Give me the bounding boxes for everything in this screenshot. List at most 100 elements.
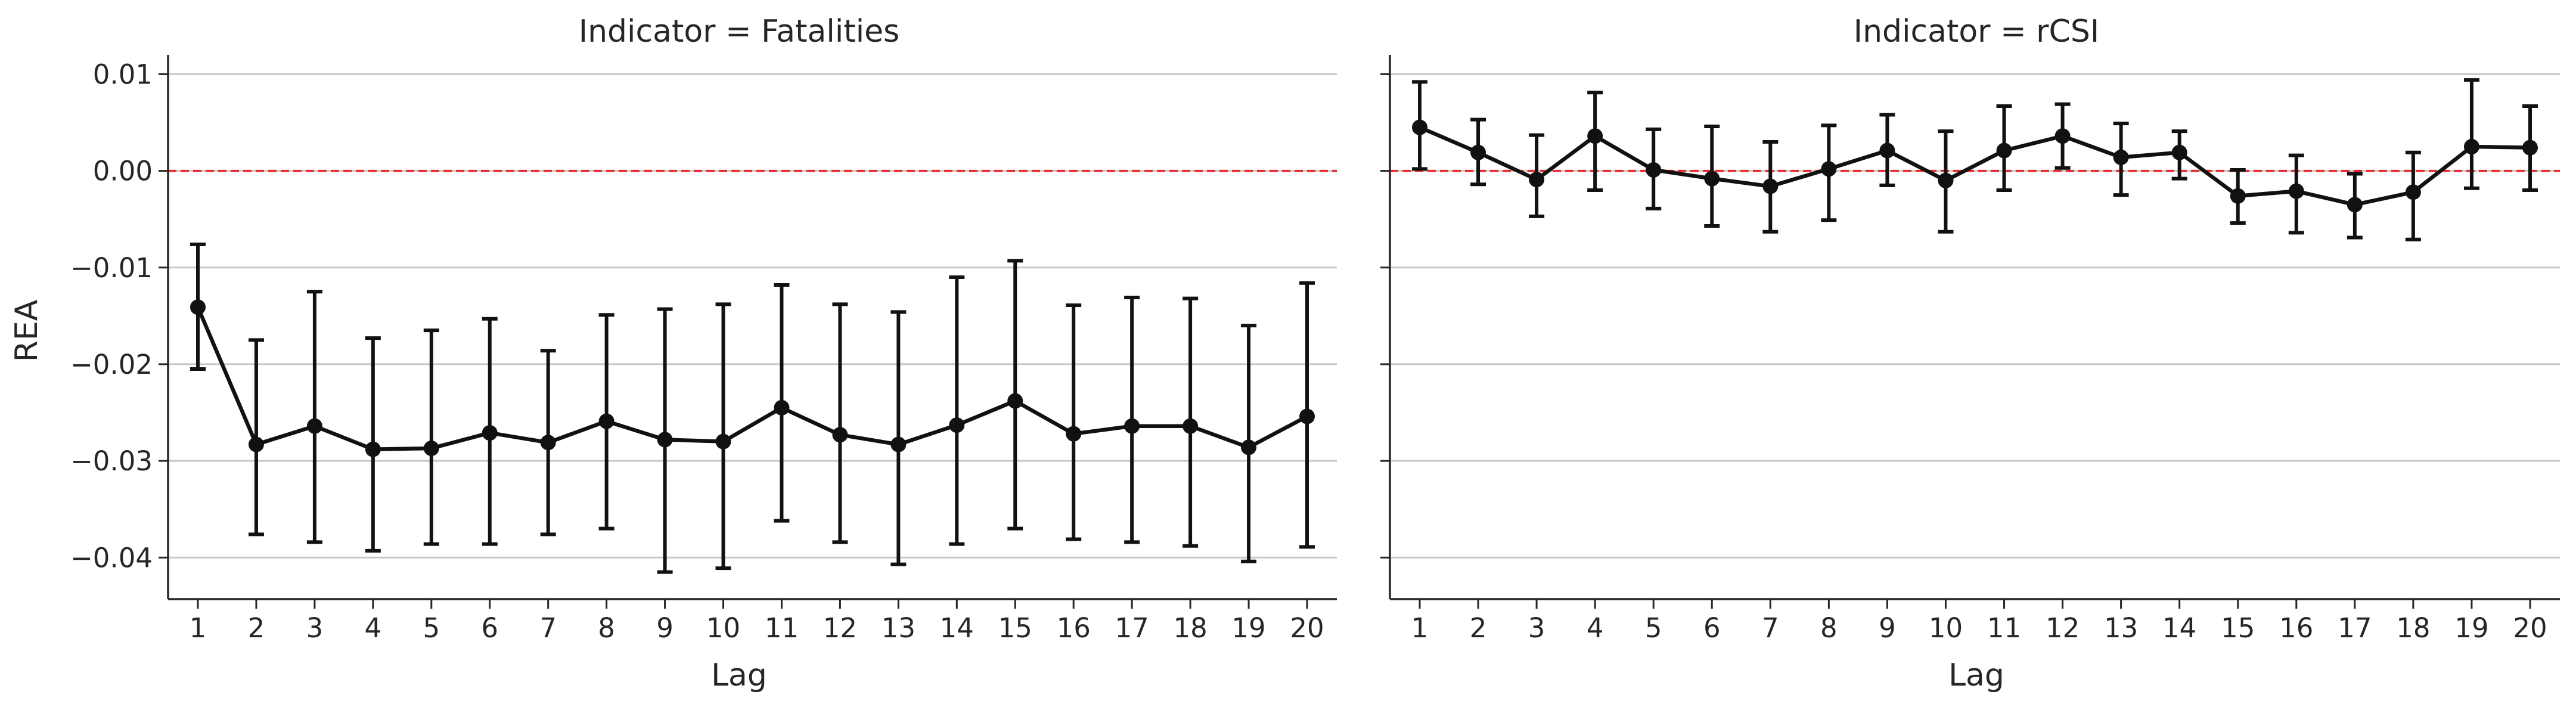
data-point xyxy=(1007,393,1023,409)
x-tick-label: 5 xyxy=(1645,612,1662,644)
x-tick-label: 15 xyxy=(2221,612,2255,644)
y-tick-label: −0.01 xyxy=(70,252,153,284)
data-point xyxy=(657,432,673,448)
data-point xyxy=(482,425,498,441)
data-point xyxy=(1996,142,2012,159)
panel-title-fatalities: Indicator = Fatalities xyxy=(579,14,899,49)
panel-rcsi: Indicator = rCSI Lag 1 2 3 4 5 6 7 8 9 10 11 12 13 14… xyxy=(1380,14,2560,693)
x-tick-label: 4 xyxy=(1587,612,1604,644)
data-point xyxy=(306,418,322,434)
x-tick-label: 20 xyxy=(1290,612,1324,644)
x-tick-label: 6 xyxy=(481,612,498,644)
data-point xyxy=(1646,162,1662,178)
data-point xyxy=(1704,170,1720,187)
y-tick-label: 0.00 xyxy=(93,156,153,187)
x-tick-label: 17 xyxy=(2338,612,2372,644)
x-tick-label: 9 xyxy=(1879,612,1896,644)
data-point xyxy=(248,436,264,452)
error-bar xyxy=(1066,303,1082,541)
x-tick-label: 19 xyxy=(1231,612,1265,644)
x-tick-label: 20 xyxy=(2513,612,2547,644)
x-tick-label: 7 xyxy=(1762,612,1779,644)
y-axis-label: REA xyxy=(9,299,45,362)
error-bar xyxy=(2463,78,2479,190)
x-tick-label: 19 xyxy=(2454,612,2488,644)
x-tick-label: 1 xyxy=(1411,612,1429,644)
data-point xyxy=(949,417,965,433)
x-tick-label: 5 xyxy=(423,612,440,644)
error-bar xyxy=(832,302,848,544)
error-bar xyxy=(423,328,439,546)
x-tick-label: 10 xyxy=(706,612,740,644)
data-point xyxy=(1529,172,1545,188)
data-point xyxy=(1124,418,1140,434)
y-tick-label: −0.04 xyxy=(70,542,153,574)
x-tick-label: 18 xyxy=(1173,612,1207,644)
x-tick-label: 2 xyxy=(1470,612,1487,644)
y-tick-label: 0.01 xyxy=(93,58,153,90)
data-point xyxy=(2347,197,2363,213)
error-bar xyxy=(306,290,322,544)
data-point xyxy=(1299,408,1315,424)
data-point xyxy=(1470,144,1486,160)
data-point xyxy=(1762,178,1779,194)
data-point xyxy=(2171,144,2187,160)
x-tick-label: 14 xyxy=(2162,612,2196,644)
x-tick-label: 3 xyxy=(306,612,324,644)
x-tick-label: 2 xyxy=(248,612,265,644)
x-tick-label: 12 xyxy=(823,612,857,644)
panel-fatalities: Indicator = Fatalities REA Lag −0.04 −0.0… xyxy=(9,14,1337,693)
data-point xyxy=(715,433,731,450)
data-point xyxy=(1821,161,1837,177)
x-tick-label: 16 xyxy=(2279,612,2313,644)
data-point xyxy=(2113,149,2129,165)
panel-title-rcsi: Indicator = rCSI xyxy=(1854,14,2099,49)
x-tick-label: 6 xyxy=(1703,612,1721,644)
data-point xyxy=(1879,142,1895,159)
x-tick-label: 15 xyxy=(998,612,1032,644)
x-tick-label: 4 xyxy=(365,612,382,644)
x-tick-label: 8 xyxy=(1820,612,1838,644)
data-point xyxy=(2288,183,2304,199)
data-point xyxy=(190,299,206,315)
x-tick-label: 9 xyxy=(656,612,674,644)
x-tick-label: 17 xyxy=(1115,612,1149,644)
y-tick-label: −0.03 xyxy=(70,445,153,477)
data-point xyxy=(365,441,381,457)
data-point xyxy=(1183,418,1199,434)
data-point xyxy=(598,413,614,429)
x-tick-label: 10 xyxy=(1929,612,1963,644)
series-line xyxy=(1419,125,2531,207)
error-bar xyxy=(949,275,965,546)
series-line xyxy=(196,306,1308,451)
x-tick-label: 1 xyxy=(190,612,207,644)
x-tick-label: 18 xyxy=(2396,612,2430,644)
y-tick-label: −0.02 xyxy=(70,349,153,380)
x-tick-label: 14 xyxy=(940,612,974,644)
data-point xyxy=(1938,172,1954,188)
data-point xyxy=(774,399,790,416)
data-point xyxy=(2230,188,2246,204)
x-tick-label: 8 xyxy=(598,612,615,644)
data-point xyxy=(1412,119,1427,135)
data-point xyxy=(832,427,848,443)
x-axis-label-rcsi: Lag xyxy=(1948,658,2004,693)
x-tick-label: 3 xyxy=(1528,612,1545,644)
x-tick-label: 13 xyxy=(2104,612,2138,644)
data-point xyxy=(2522,140,2538,156)
data-point xyxy=(2405,184,2421,200)
x-tick-label: 16 xyxy=(1057,612,1091,644)
data-point xyxy=(1241,439,1257,455)
x-tick-label: 12 xyxy=(2046,612,2080,644)
data-point xyxy=(890,436,907,452)
x-tick-label: 11 xyxy=(765,612,799,644)
x-tick-label: 7 xyxy=(539,612,557,644)
x-axis-label-fatalities: Lag xyxy=(711,658,767,693)
x-tick-label: 13 xyxy=(882,612,915,644)
data-point xyxy=(1587,128,1603,144)
data-point xyxy=(423,441,439,457)
x-tick-label: 11 xyxy=(1987,612,2021,644)
data-point xyxy=(1066,426,1082,442)
data-point xyxy=(2054,128,2071,144)
